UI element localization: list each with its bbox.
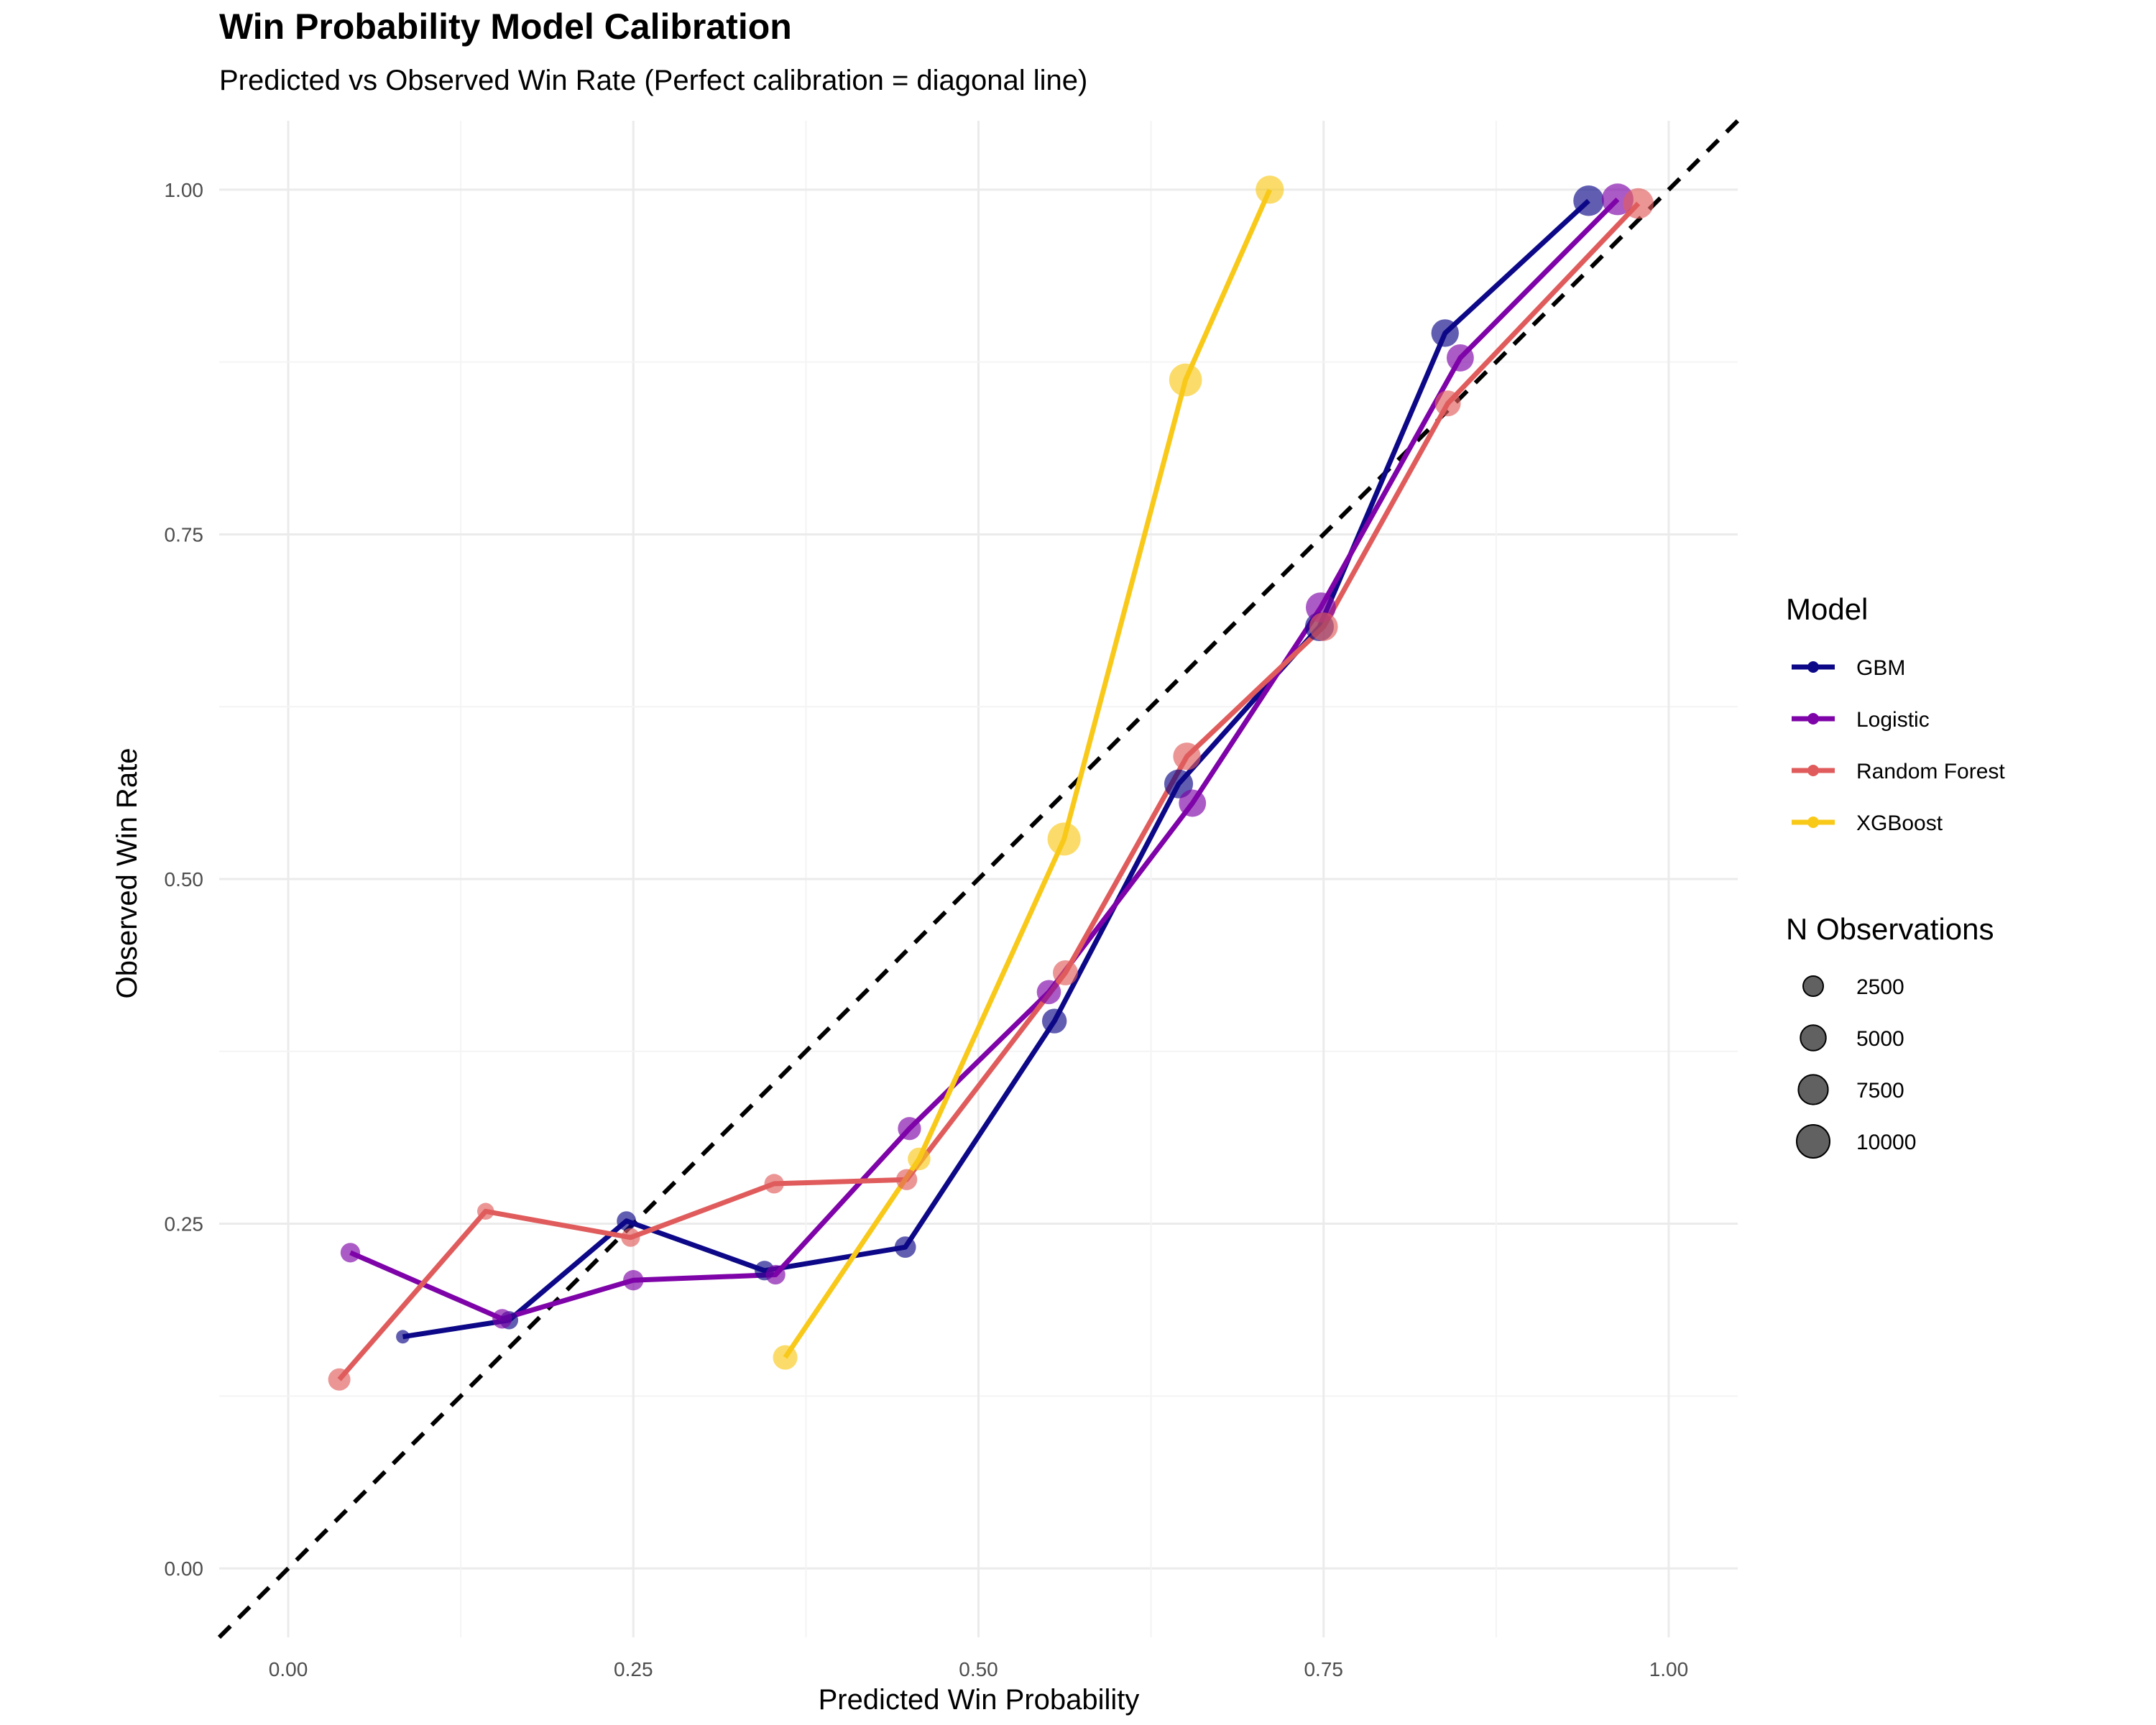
data-point-gbm xyxy=(396,1330,410,1344)
chart-title: Win Probability Model Calibration xyxy=(219,6,792,47)
perfect-calibration-diagonal xyxy=(217,119,1740,1639)
data-point-random-forest xyxy=(328,1368,351,1391)
data-point-logistic xyxy=(1179,789,1207,817)
chart-subtitle: Predicted vs Observed Win Rate (Perfect … xyxy=(219,65,1088,96)
data-point-gbm xyxy=(894,1236,916,1259)
legend-key-point-logistic xyxy=(1807,713,1819,724)
legend-label-logistic: Logistic xyxy=(1856,708,1930,732)
series-line-logistic xyxy=(349,197,1620,1322)
size-legend-label: 2500 xyxy=(1856,975,1904,999)
x-tick-label: 1.00 xyxy=(1649,1658,1689,1680)
data-point-logistic xyxy=(492,1309,512,1329)
color-legend-title: Model xyxy=(1786,592,1868,626)
data-point-random-forest xyxy=(1309,612,1338,641)
size-legend-label: 5000 xyxy=(1856,1027,1904,1051)
data-point-gbm xyxy=(1431,319,1459,347)
x-tick-label: 0.00 xyxy=(269,1658,308,1680)
data-point-gbm xyxy=(1573,185,1604,216)
legend: Model GBM Logistic Random Forest XGBoost N … xyxy=(1786,592,2005,1159)
data-point-xgboost xyxy=(1169,363,1202,397)
size-legend-circle xyxy=(1802,975,1824,997)
data-point-gbm xyxy=(617,1211,637,1231)
legend-key-point-gbm xyxy=(1807,661,1819,673)
data-point-xgboost xyxy=(773,1345,798,1370)
size-legend-title: N Observations xyxy=(1786,912,1994,946)
y-tick-label: 0.75 xyxy=(165,523,204,546)
axis-ticks: 0.00 0.25 0.50 0.75 1.00 0.00 0.25 0.50 0.75 1.00 xyxy=(165,179,1689,1680)
series-line-random-forest xyxy=(337,201,1641,1381)
y-tick-label: 1.00 xyxy=(165,179,204,201)
data-point-logistic xyxy=(898,1117,921,1141)
legend-key-point-xgboost xyxy=(1807,816,1819,828)
data-point-xgboost xyxy=(1256,175,1284,204)
y-tick-label: 0.00 xyxy=(165,1558,204,1580)
data-point-gbm xyxy=(1041,1008,1067,1034)
series-points xyxy=(328,175,1654,1391)
data-point-logistic xyxy=(1446,344,1474,372)
data-point-xgboost xyxy=(1047,822,1081,856)
x-axis-title: Predicted Win Probability xyxy=(819,1684,1140,1716)
legend-label-gbm: GBM xyxy=(1856,656,1905,680)
y-axis-title: Observed Win Rate xyxy=(111,748,143,998)
data-point-random-forest xyxy=(895,1169,918,1190)
y-tick-label: 0.25 xyxy=(165,1213,204,1236)
legend-key-point-random-forest xyxy=(1807,765,1819,776)
data-point-random-forest xyxy=(477,1202,494,1220)
legend-label-random-forest: Random Forest xyxy=(1856,760,2005,783)
size-legend-label: 7500 xyxy=(1856,1079,1904,1103)
y-tick-label: 0.50 xyxy=(165,868,204,891)
size-legend-circle xyxy=(1800,1024,1827,1052)
data-point-random-forest xyxy=(1623,188,1654,219)
data-point-random-forest xyxy=(1434,390,1461,417)
data-point-random-forest xyxy=(1173,742,1201,770)
x-tick-label: 0.75 xyxy=(1304,1658,1343,1680)
legend-label-xgboost: XGBoost xyxy=(1856,811,1943,835)
size-legend-circle xyxy=(1797,1074,1829,1105)
data-point-logistic xyxy=(340,1243,361,1263)
data-point-logistic xyxy=(765,1264,786,1285)
data-point-logistic xyxy=(1036,980,1061,1005)
size-legend-circle xyxy=(1796,1124,1830,1159)
data-point-random-forest xyxy=(621,1228,640,1247)
x-tick-label: 0.25 xyxy=(614,1658,653,1680)
x-tick-label: 0.50 xyxy=(959,1658,998,1680)
data-point-gbm xyxy=(1164,769,1194,799)
series-line-gbm xyxy=(402,198,1590,1340)
series-lines xyxy=(337,188,1641,1381)
data-point-logistic xyxy=(623,1270,644,1291)
data-point-random-forest xyxy=(1053,960,1078,985)
size-legend-label: 10000 xyxy=(1856,1131,1916,1154)
data-point-xgboost xyxy=(908,1147,931,1171)
data-point-random-forest xyxy=(764,1174,784,1194)
